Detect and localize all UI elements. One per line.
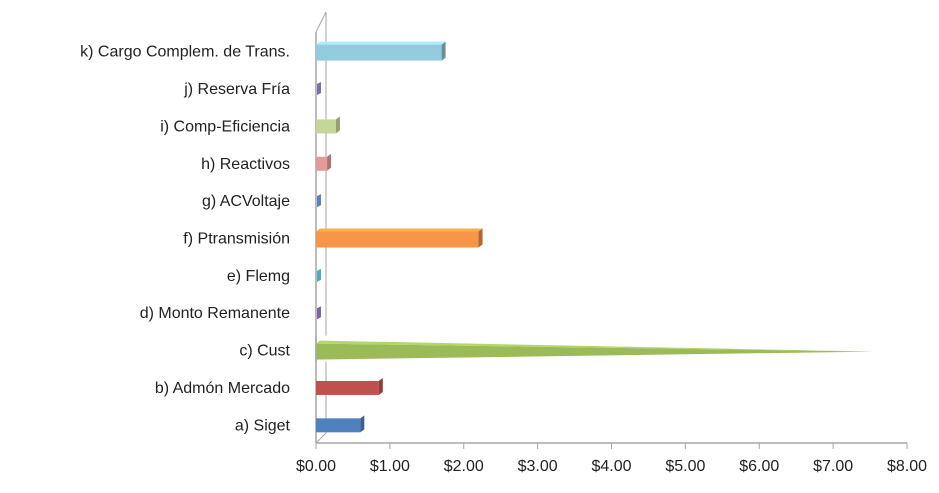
- x-tick-label: $8.00: [887, 458, 927, 475]
- x-tick-label: $4.00: [591, 458, 631, 475]
- chart-walls: [315, 11, 907, 444]
- x-axis-ticks: $0.00 $1.00 $2.00 $3.00 $4.00 $5.00 $6.00 $7.00…: [296, 443, 927, 475]
- category-label: h) Reactivos: [201, 156, 290, 173]
- bar: [316, 119, 336, 134]
- wall-bottom-edge: [315, 432, 327, 444]
- bar: [317, 82, 321, 96]
- category-label: i) Comp-Eficiencia: [160, 118, 290, 135]
- bar: [316, 380, 379, 395]
- bar-end-face: [335, 116, 340, 134]
- bar-top-face: [316, 228, 483, 232]
- category-label: a) Siget: [235, 417, 291, 434]
- category-label: c) Cust: [239, 343, 290, 360]
- bar-end-face: [478, 228, 483, 248]
- bar-series: [315, 41, 885, 433]
- bar-top-face: [316, 41, 446, 45]
- bar-end-face: [441, 41, 446, 61]
- bar-top-face: [316, 340, 874, 352]
- category-labels: a) Siget b) Admón Mercado c) Cust d) Monto …: [80, 44, 290, 435]
- x-tick-label: $2.00: [444, 458, 484, 475]
- bar: [316, 418, 361, 433]
- category-label: g) ACVoltaje: [202, 193, 290, 210]
- category-label: e) Flemg: [227, 268, 290, 285]
- category-label: b) Admón Mercado: [155, 380, 290, 397]
- category-label: k) Cargo Complem. de Trans.: [80, 44, 290, 61]
- bar-end-face: [360, 415, 365, 433]
- x-tick-label: $0.00: [296, 458, 336, 475]
- wall-top-edge: [315, 11, 327, 33]
- bar: [316, 156, 328, 171]
- x-tick-label: $7.00: [813, 458, 853, 475]
- x-tick-label: $6.00: [739, 458, 779, 475]
- category-label: f) Ptransmisión: [183, 231, 290, 248]
- category-label: j) Reserva Fría: [183, 81, 290, 98]
- bar: [317, 268, 321, 282]
- x-tick-label: $5.00: [665, 458, 705, 475]
- bar: [317, 194, 321, 208]
- bar: [317, 306, 321, 320]
- bar: [316, 44, 442, 61]
- x-tick-label: $1.00: [370, 458, 410, 475]
- x-tick-label: $3.00: [518, 458, 558, 475]
- bar-end-face: [327, 153, 332, 171]
- category-label: d) Monto Remanente: [140, 305, 290, 322]
- bar-end-face: [378, 377, 383, 395]
- bar: [316, 231, 479, 248]
- bar: [316, 343, 874, 360]
